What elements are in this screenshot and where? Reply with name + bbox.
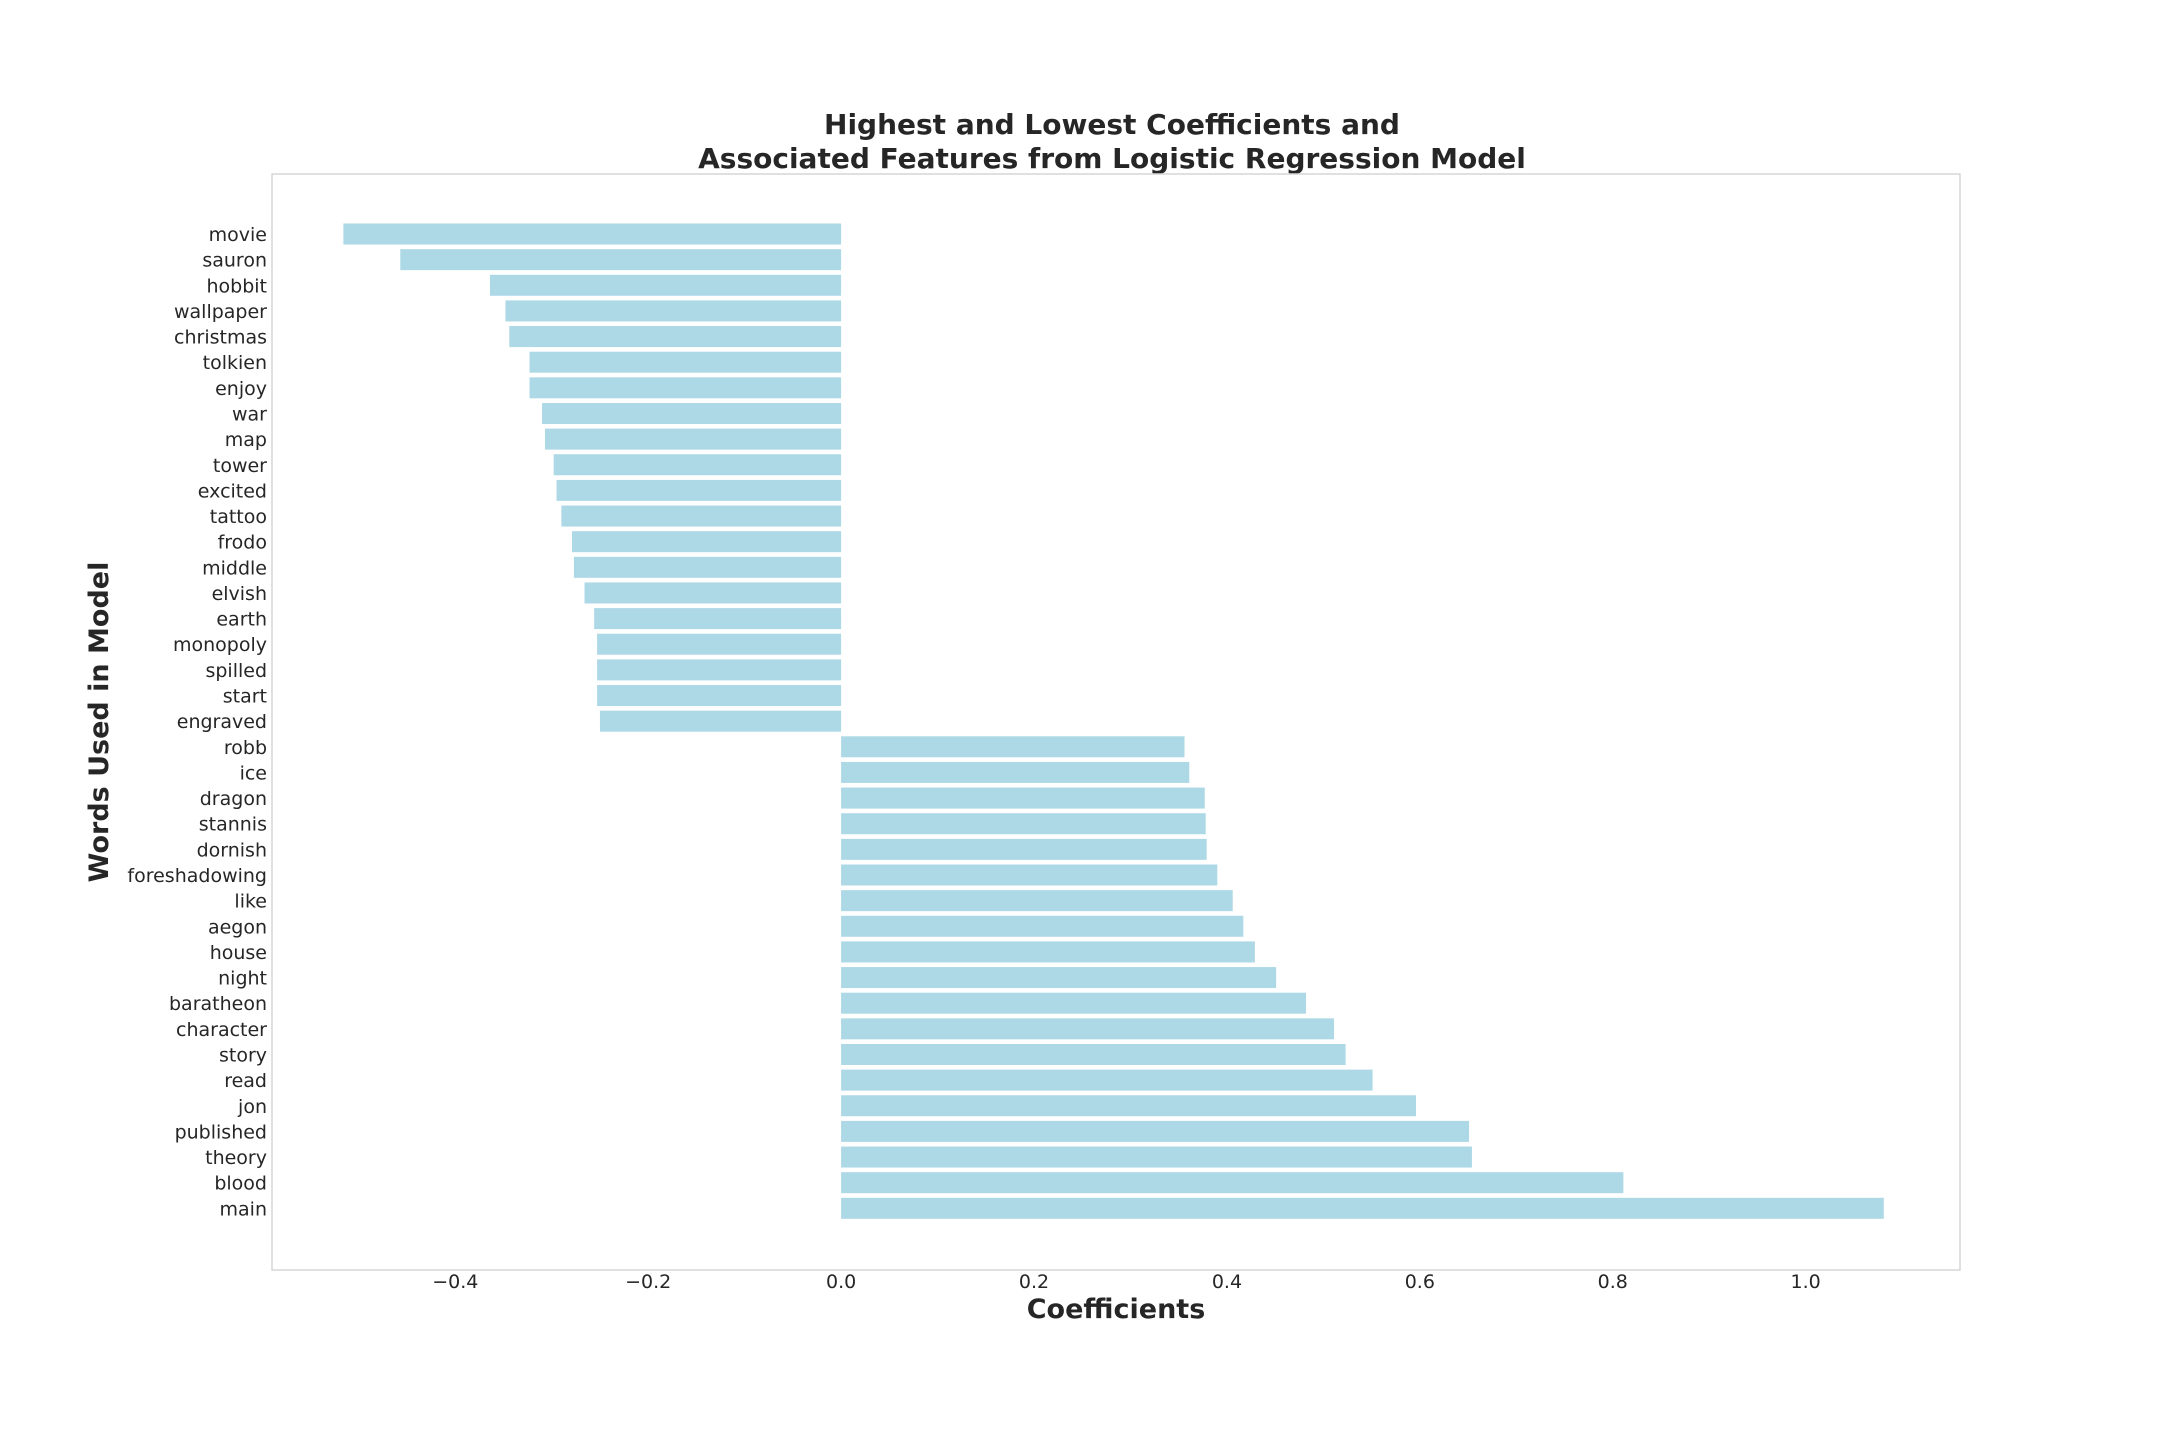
y-tick-label: dornish <box>197 839 267 861</box>
x-tick-label: 1.0 <box>1791 1271 1821 1293</box>
x-tick-label: −0.4 <box>432 1271 478 1293</box>
x-tick-label: 0.4 <box>1212 1271 1242 1293</box>
y-tick-label: theory <box>205 1147 267 1169</box>
bar-robb <box>841 736 1185 758</box>
y-tick-label: jon <box>237 1096 267 1118</box>
y-tick-label: movie <box>209 224 267 246</box>
y-tick-label: frodo <box>218 532 267 554</box>
y-tick-label: excited <box>198 480 267 502</box>
y-tick-label: map <box>225 429 267 451</box>
bar-character <box>841 1018 1334 1040</box>
bar-spilled <box>597 659 842 681</box>
bar-earth <box>594 608 842 630</box>
bar-christmas <box>509 326 842 348</box>
y-axis-label: Words Used in Model <box>84 562 115 883</box>
bar-tattoo <box>561 505 842 527</box>
x-tick-label: 0.8 <box>1598 1271 1628 1293</box>
bar-ice <box>841 761 1190 783</box>
bar-war <box>542 402 842 424</box>
y-tick-label: dragon <box>200 788 267 810</box>
x-tick-label: 0.2 <box>1019 1271 1049 1293</box>
bar-enjoy <box>529 377 842 399</box>
y-tick-labels: movie sauron hobbit wallpaper christmas tolki… <box>127 224 267 1220</box>
bar-published <box>841 1120 1470 1142</box>
bar-map <box>544 428 842 450</box>
y-tick-label: robb <box>224 737 267 759</box>
y-tick-label: aegon <box>208 916 267 938</box>
bar-frodo <box>571 531 842 553</box>
x-axis-label: Coefficients <box>1027 1294 1206 1325</box>
y-tick-label: night <box>218 968 267 990</box>
bar-night <box>841 967 1277 989</box>
bar-blood <box>841 1172 1624 1194</box>
bar-baratheon <box>841 992 1307 1014</box>
y-tick-label: war <box>232 403 267 425</box>
bar-engraved <box>599 710 842 732</box>
y-tick-label: sauron <box>202 250 267 272</box>
y-tick-label: tower <box>213 455 267 477</box>
bar-hobbit <box>489 274 842 296</box>
bar-elvish <box>584 582 842 604</box>
x-tick-label: 0.0 <box>826 1271 856 1293</box>
y-tick-label: monopoly <box>173 634 267 656</box>
bar-read <box>841 1069 1373 1091</box>
bar-like <box>841 890 1233 912</box>
bar-middle <box>573 556 842 578</box>
x-tick-label: 0.6 <box>1405 1271 1435 1293</box>
bar-dragon <box>841 787 1205 809</box>
bar-excited <box>556 479 842 501</box>
y-tick-label: house <box>210 942 267 964</box>
y-tick-label: ice <box>240 762 267 784</box>
y-tick-label: like <box>234 891 267 913</box>
y-tick-label: stannis <box>199 814 267 836</box>
bar-movie <box>343 223 842 245</box>
x-tick-labels: −0.4 −0.2 0.0 0.2 0.4 0.6 0.8 1.0 <box>432 1271 1821 1293</box>
y-tick-label: engraved <box>177 711 267 733</box>
bar-monopoly <box>597 633 842 655</box>
bar-wallpaper <box>505 300 842 322</box>
bar-foreshadowing <box>841 864 1218 886</box>
y-tick-label: story <box>219 1044 267 1066</box>
plot-frame <box>271 173 1961 1271</box>
y-tick-label: tolkien <box>203 352 267 374</box>
y-tick-label: enjoy <box>215 378 267 400</box>
bar-theory <box>841 1146 1472 1168</box>
y-tick-label: published <box>175 1121 267 1143</box>
y-tick-label: spilled <box>205 660 267 682</box>
bar-sauron <box>400 249 842 271</box>
bar-jon <box>841 1095 1416 1117</box>
bar-group <box>343 223 1884 1219</box>
bar-tolkien <box>529 351 842 373</box>
y-tick-label: blood <box>214 1173 267 1195</box>
bar-dornish <box>841 838 1207 860</box>
bar-tower <box>553 454 842 476</box>
y-tick-label: middle <box>202 557 267 579</box>
bar-start <box>597 685 842 707</box>
y-tick-label: main <box>220 1198 267 1220</box>
y-tick-label: hobbit <box>206 275 267 297</box>
x-tick-label: −0.2 <box>625 1271 671 1293</box>
y-tick-label: read <box>224 1070 267 1092</box>
y-tick-label: character <box>176 1019 267 1041</box>
bar-stannis <box>841 813 1206 835</box>
chart-title-line-1: Highest and Lowest Coefficients and <box>824 108 1400 141</box>
y-tick-label: baratheon <box>169 993 267 1015</box>
y-tick-label: earth <box>216 609 267 631</box>
bar-main <box>841 1197 1884 1219</box>
y-tick-label: elvish <box>212 583 267 605</box>
y-tick-label: start <box>223 686 267 708</box>
y-tick-label: wallpaper <box>174 301 267 323</box>
bar-house <box>841 941 1255 963</box>
y-tick-label: christmas <box>174 327 267 349</box>
chart-title-line-2: Associated Features from Logistic Regres… <box>698 142 1526 175</box>
bar-story <box>841 1043 1346 1065</box>
bar-aegon <box>841 915 1244 937</box>
y-tick-label: tattoo <box>210 506 267 528</box>
y-tick-label: foreshadowing <box>127 865 267 887</box>
